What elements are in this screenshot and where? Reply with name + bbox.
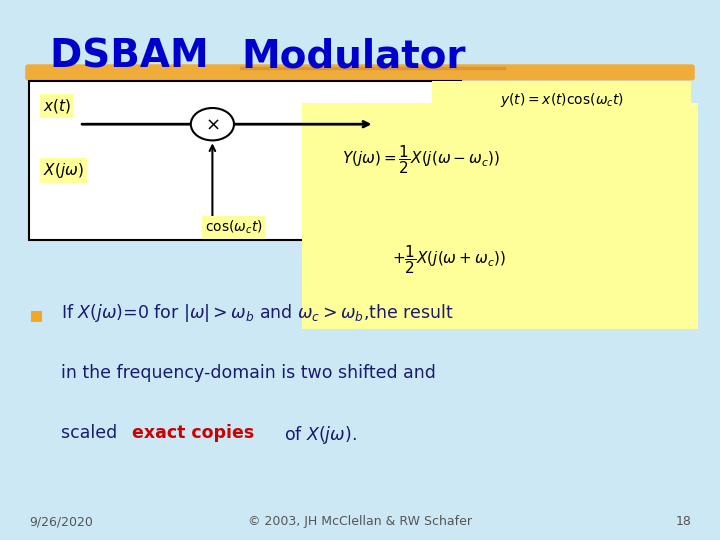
Text: of $X(j\omega)$.: of $X(j\omega)$. <box>284 424 357 446</box>
Text: 18: 18 <box>675 515 691 528</box>
Text: If $X(j\omega)$=0 for $|\omega|>\omega_b$ and $\omega_c >\omega_b$,the result: If $X(j\omega)$=0 for $|\omega|>\omega_b… <box>61 302 454 325</box>
Bar <box>302 103 698 329</box>
Bar <box>432 81 691 122</box>
Text: scaled: scaled <box>61 424 123 442</box>
Text: Modulator: Modulator <box>241 38 466 76</box>
Bar <box>29 81 461 240</box>
Text: $y(t) = x(t)\cos(\omega_c t)$: $y(t) = x(t)\cos(\omega_c t)$ <box>500 91 624 110</box>
Text: exact copies: exact copies <box>132 424 254 442</box>
Text: ▪: ▪ <box>29 305 44 325</box>
Text: © 2003, JH McClellan & RW Schafer: © 2003, JH McClellan & RW Schafer <box>248 515 472 528</box>
Text: $\cos(\omega_c t)$: $\cos(\omega_c t)$ <box>205 219 263 236</box>
FancyBboxPatch shape <box>25 64 695 80</box>
Text: $+\dfrac{1}{2}X(j(\omega + \omega_c))$: $+\dfrac{1}{2}X(j(\omega + \omega_c))$ <box>392 243 506 275</box>
Text: $\times$: $\times$ <box>205 115 220 133</box>
Text: 9/26/2020: 9/26/2020 <box>29 515 93 528</box>
Text: in the frequency-domain is two shifted and: in the frequency-domain is two shifted a… <box>61 364 436 382</box>
Circle shape <box>191 108 234 140</box>
Text: $X(j\omega)$: $X(j\omega)$ <box>43 160 84 180</box>
Text: $Y(j\omega) = \dfrac{1}{2}X(j(\omega - \omega_c))$: $Y(j\omega) = \dfrac{1}{2}X(j(\omega - \… <box>342 143 500 176</box>
Text: DSBAM: DSBAM <box>50 38 236 76</box>
Text: $x(t)$: $x(t)$ <box>43 97 71 115</box>
